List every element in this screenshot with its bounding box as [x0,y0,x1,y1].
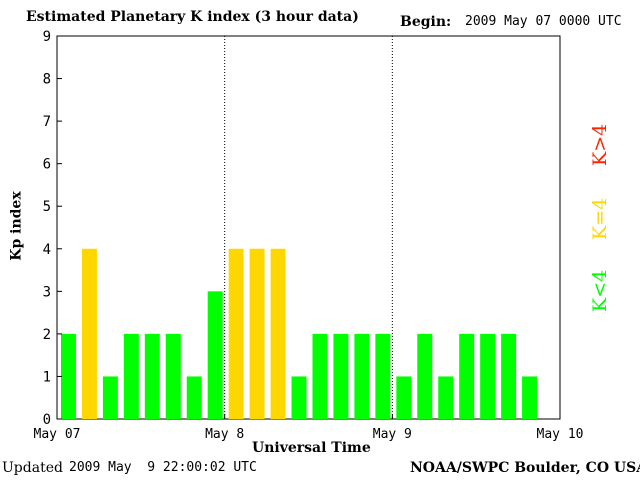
kp-bar [522,376,538,419]
x-tick-label: May 10 [537,427,584,442]
updated-label: Updated [2,460,63,476]
kp-bar [354,333,370,419]
kp-bar [396,376,412,419]
kp-bar [228,248,244,419]
y-tick-label: 4 [43,242,51,258]
source-credit: NOAA/SWPC Boulder, CO USA [410,460,640,476]
kp-bar [249,248,265,419]
begin-value: 2009 May 07 0000 UTC [465,14,622,29]
updated-value: 2009 May 9 22:00:02 UTC [69,460,257,475]
begin-label: Begin: [400,14,452,30]
y-tick-label: 9 [43,29,51,45]
kp-bar [207,291,223,419]
kp-bar [270,248,286,419]
kp-bar [123,333,139,419]
kp-bar [291,376,307,419]
y-tick-label: 7 [43,114,51,130]
kp-bar [501,333,517,419]
kp-bar [438,376,454,419]
kp-bar [417,333,433,419]
x-axis-label: Universal Time [252,440,371,456]
y-tick-label: 5 [43,199,51,215]
y-tick-label: 3 [43,284,51,300]
kp-bar [81,248,97,419]
legend-above-4: K>4 [589,123,611,166]
kp-bar [102,376,118,419]
y-tick-label: 6 [43,157,51,173]
x-tick-label: May 9 [373,427,412,442]
kp-bar [165,333,181,419]
plot-frame [56,35,561,420]
kp-bar [459,333,475,419]
kp-bar [480,333,496,419]
kp-bar [333,333,349,419]
legend-below-4: K<4 [589,269,611,312]
y-tick-label: 8 [43,72,51,88]
kp-bar [375,333,391,419]
chart-title: Estimated Planetary K index (3 hour data… [26,9,359,25]
y-tick-label: 2 [43,327,51,343]
legend-equal-4: K=4 [589,197,611,240]
y-tick-label: 0 [43,412,51,428]
y-tick-label: 1 [43,369,51,385]
kp-bar [186,376,202,419]
x-tick-label: May 8 [205,427,244,442]
x-tick-label: May 07 [34,427,81,442]
kp-bar [312,333,328,419]
kp-bar [61,333,76,419]
kp-bar [144,333,160,419]
